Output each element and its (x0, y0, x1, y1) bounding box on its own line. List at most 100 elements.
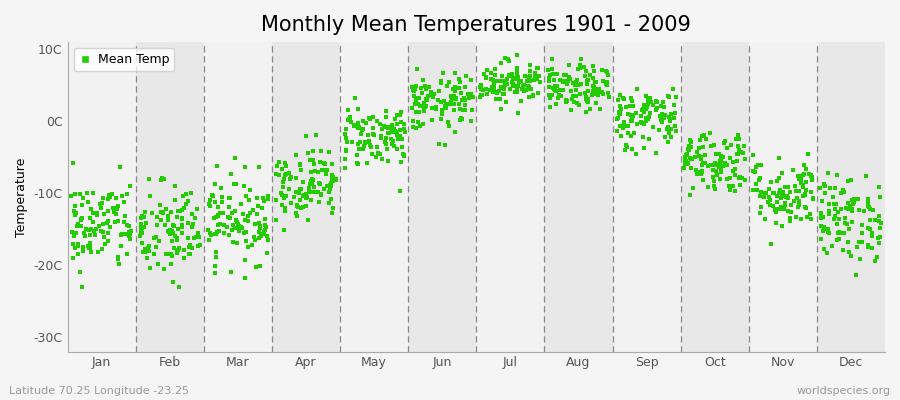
Point (397, 152, 411, 158)
Point (114, 231, 129, 237)
Point (831, 208, 845, 215)
Point (733, 175, 747, 182)
Point (338, 131, 352, 138)
Point (393, 133, 408, 139)
Point (425, 91, 439, 98)
Point (590, 90, 605, 96)
Point (815, 228, 830, 235)
Point (279, 170, 293, 177)
Point (495, 78, 509, 84)
Point (630, 121, 644, 128)
Point (154, 177, 168, 184)
Point (669, 94, 683, 100)
Point (855, 230, 869, 236)
Point (202, 230, 217, 236)
Point (175, 215, 189, 221)
Point (814, 215, 828, 221)
Point (343, 114, 357, 120)
Point (68, 212, 82, 218)
Point (120, 191, 134, 197)
Point (141, 248, 156, 254)
Point (254, 233, 268, 240)
Point (641, 100, 655, 107)
Point (305, 177, 320, 183)
Point (183, 250, 197, 257)
Point (552, 92, 566, 98)
Point (579, 94, 593, 100)
Point (369, 144, 383, 150)
Point (623, 102, 637, 109)
Point (731, 151, 745, 157)
Point (419, 97, 434, 104)
Point (169, 235, 184, 242)
Point (228, 225, 242, 231)
Point (833, 206, 848, 212)
Point (510, 52, 525, 58)
Point (699, 136, 714, 142)
Point (845, 208, 859, 214)
Point (616, 125, 630, 132)
Point (258, 227, 273, 234)
Point (493, 60, 508, 66)
Point (169, 249, 184, 256)
Point (363, 116, 377, 122)
Point (532, 72, 546, 79)
Point (324, 183, 338, 189)
Point (350, 106, 365, 113)
Point (112, 202, 126, 209)
Point (277, 205, 292, 211)
Point (201, 227, 215, 233)
Point (242, 197, 256, 203)
Point (599, 81, 614, 88)
Point (550, 71, 564, 77)
Point (514, 78, 528, 84)
Point (544, 103, 558, 110)
Point (694, 170, 708, 177)
Point (775, 170, 789, 176)
Point (275, 166, 290, 172)
Point (457, 97, 472, 103)
Point (854, 238, 868, 245)
Point (257, 229, 272, 235)
Legend: Mean Temp: Mean Temp (74, 48, 174, 71)
Point (259, 233, 274, 239)
Point (541, 92, 555, 98)
Point (448, 84, 463, 90)
Point (238, 217, 252, 224)
Point (688, 154, 703, 160)
Point (618, 104, 633, 110)
Point (796, 162, 811, 168)
Point (655, 119, 670, 125)
Point (406, 124, 420, 130)
Point (866, 206, 880, 213)
Point (386, 142, 400, 149)
Point (599, 68, 614, 74)
Point (350, 124, 365, 131)
Point (163, 251, 177, 257)
Point (374, 134, 388, 141)
Point (874, 220, 888, 226)
Point (613, 109, 627, 115)
Point (864, 245, 878, 251)
Point (778, 194, 793, 200)
Point (653, 112, 668, 119)
Point (338, 165, 352, 171)
Point (474, 86, 489, 92)
Point (638, 93, 652, 99)
Point (414, 85, 428, 91)
Point (630, 86, 644, 92)
Point (394, 136, 409, 142)
Point (408, 101, 422, 107)
Point (835, 247, 850, 253)
Point (157, 266, 171, 273)
Point (590, 86, 604, 92)
Point (650, 98, 664, 105)
Point (732, 136, 746, 142)
Point (508, 76, 523, 82)
Point (365, 125, 380, 132)
Point (362, 138, 376, 145)
Point (816, 246, 831, 252)
Point (410, 95, 424, 101)
Point (588, 78, 602, 85)
Point (556, 72, 571, 79)
